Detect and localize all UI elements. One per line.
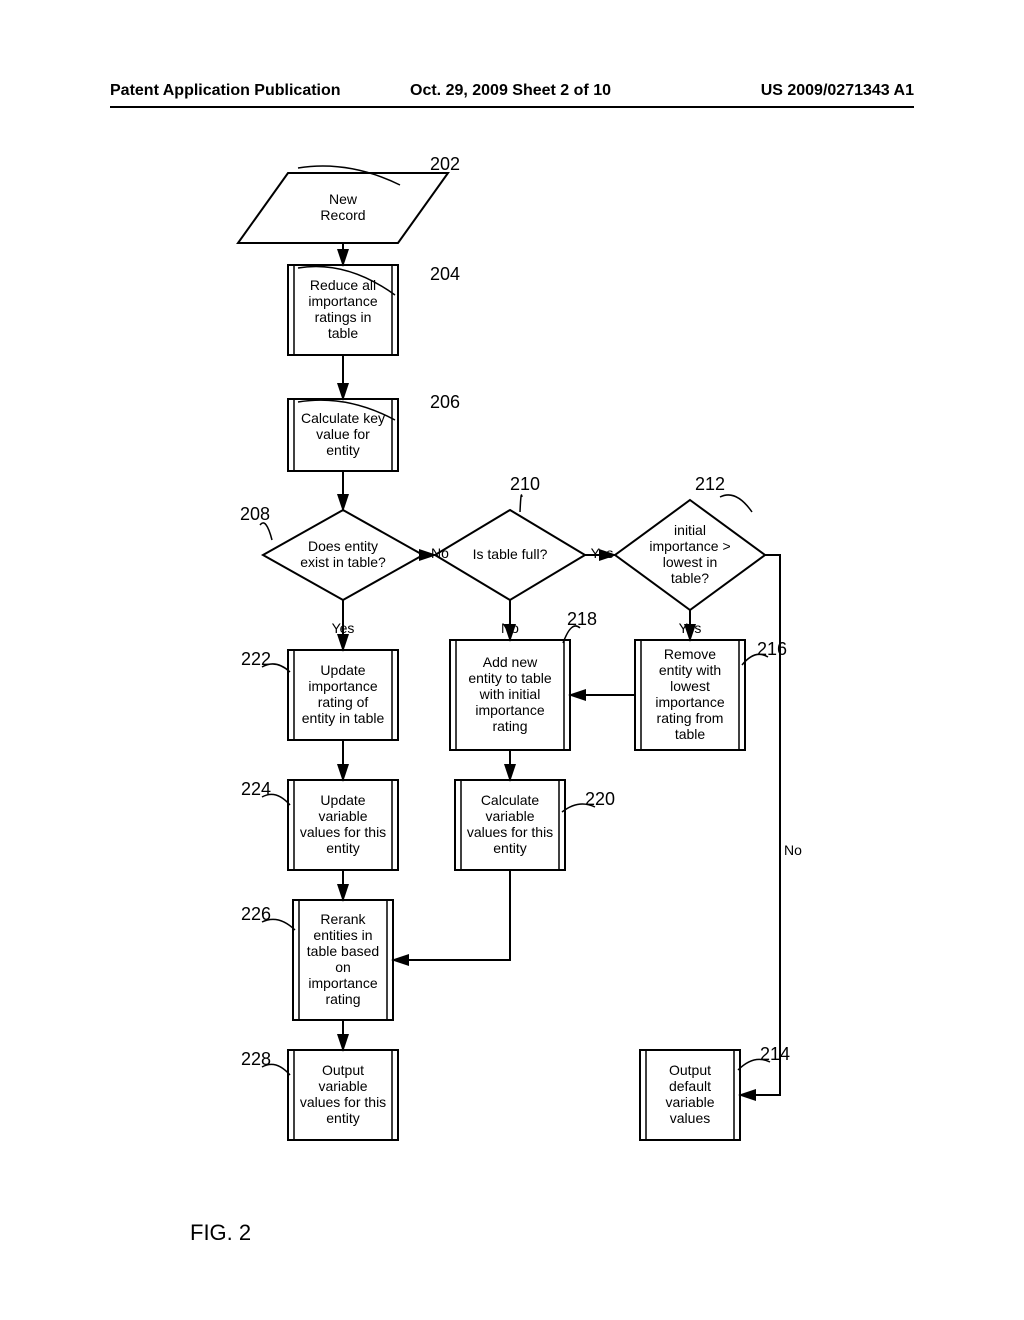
svg-text:210: 210 xyxy=(510,474,540,494)
svg-text:entity in table: entity in table xyxy=(302,710,385,726)
svg-text:228: 228 xyxy=(241,1049,271,1069)
svg-text:table?: table? xyxy=(671,570,709,586)
svg-text:rating of: rating of xyxy=(318,694,369,710)
svg-text:Yes: Yes xyxy=(679,620,702,636)
svg-text:values for this: values for this xyxy=(300,824,386,840)
svg-text:exist in table?: exist in table? xyxy=(300,554,386,570)
svg-text:values for this: values for this xyxy=(467,824,553,840)
svg-text:entity with: entity with xyxy=(659,662,721,678)
svg-text:variable: variable xyxy=(485,808,534,824)
svg-text:variable: variable xyxy=(665,1094,714,1110)
svg-text:Yes: Yes xyxy=(332,620,355,636)
svg-text:No: No xyxy=(784,842,802,858)
svg-text:Reduce all: Reduce all xyxy=(310,277,376,293)
svg-text:values: values xyxy=(670,1110,710,1126)
svg-text:entity: entity xyxy=(326,1110,359,1126)
svg-text:Is table full?: Is table full? xyxy=(473,546,548,562)
svg-text:Output: Output xyxy=(669,1062,711,1078)
svg-text:entity to table: entity to table xyxy=(468,670,551,686)
svg-text:variable: variable xyxy=(318,808,367,824)
svg-text:entity: entity xyxy=(326,840,359,856)
svg-text:entities in: entities in xyxy=(313,927,372,943)
svg-text:importance: importance xyxy=(308,293,377,309)
flowchart: NewRecordReduce allimportanceratings int… xyxy=(0,0,1024,1320)
svg-text:value for: value for xyxy=(316,426,370,442)
svg-text:rating: rating xyxy=(492,718,527,734)
figure-label: FIG. 2 xyxy=(190,1220,251,1246)
svg-text:entity: entity xyxy=(326,442,359,458)
svg-text:216: 216 xyxy=(757,639,787,659)
svg-text:Update: Update xyxy=(320,662,365,678)
svg-text:Add new: Add new xyxy=(483,654,538,670)
svg-text:values for this: values for this xyxy=(300,1094,386,1110)
svg-text:ratings in: ratings in xyxy=(315,309,372,325)
svg-text:222: 222 xyxy=(241,649,271,669)
svg-text:importance >: importance > xyxy=(649,538,730,554)
svg-text:212: 212 xyxy=(695,474,725,494)
svg-text:rating from: rating from xyxy=(657,710,724,726)
svg-text:220: 220 xyxy=(585,789,615,809)
svg-text:204: 204 xyxy=(430,264,460,284)
svg-text:lowest in: lowest in xyxy=(663,554,717,570)
svg-text:initial: initial xyxy=(674,522,706,538)
svg-text:No: No xyxy=(431,545,449,561)
svg-text:table: table xyxy=(328,325,359,341)
svg-text:table based: table based xyxy=(307,943,379,959)
svg-text:No: No xyxy=(501,620,519,636)
page: Patent Application Publication Oct. 29, … xyxy=(0,0,1024,1320)
svg-text:rating: rating xyxy=(325,991,360,1007)
svg-text:Remove: Remove xyxy=(664,646,716,662)
svg-text:Output: Output xyxy=(322,1062,364,1078)
svg-text:table: table xyxy=(675,726,706,742)
svg-text:entity: entity xyxy=(493,840,526,856)
svg-text:on: on xyxy=(335,959,351,975)
svg-text:importance: importance xyxy=(308,975,377,991)
svg-text:importance: importance xyxy=(308,678,377,694)
svg-text:Calculate: Calculate xyxy=(481,792,540,808)
svg-text:default: default xyxy=(669,1078,711,1094)
svg-text:importance: importance xyxy=(655,694,724,710)
svg-text:lowest: lowest xyxy=(670,678,710,694)
svg-text:variable: variable xyxy=(318,1078,367,1094)
svg-text:Update: Update xyxy=(320,792,365,808)
svg-text:New: New xyxy=(329,191,358,207)
svg-text:Record: Record xyxy=(320,207,365,223)
svg-text:Calculate key: Calculate key xyxy=(301,410,385,426)
svg-text:208: 208 xyxy=(240,504,270,524)
svg-text:importance: importance xyxy=(475,702,544,718)
svg-text:Rerank: Rerank xyxy=(320,911,366,927)
svg-text:206: 206 xyxy=(430,392,460,412)
svg-text:218: 218 xyxy=(567,609,597,629)
svg-text:214: 214 xyxy=(760,1044,790,1064)
svg-text:Yes: Yes xyxy=(591,545,614,561)
svg-text:202: 202 xyxy=(430,154,460,174)
svg-text:with initial: with initial xyxy=(479,686,541,702)
svg-text:Does entity: Does entity xyxy=(308,538,378,554)
svg-text:224: 224 xyxy=(241,779,271,799)
